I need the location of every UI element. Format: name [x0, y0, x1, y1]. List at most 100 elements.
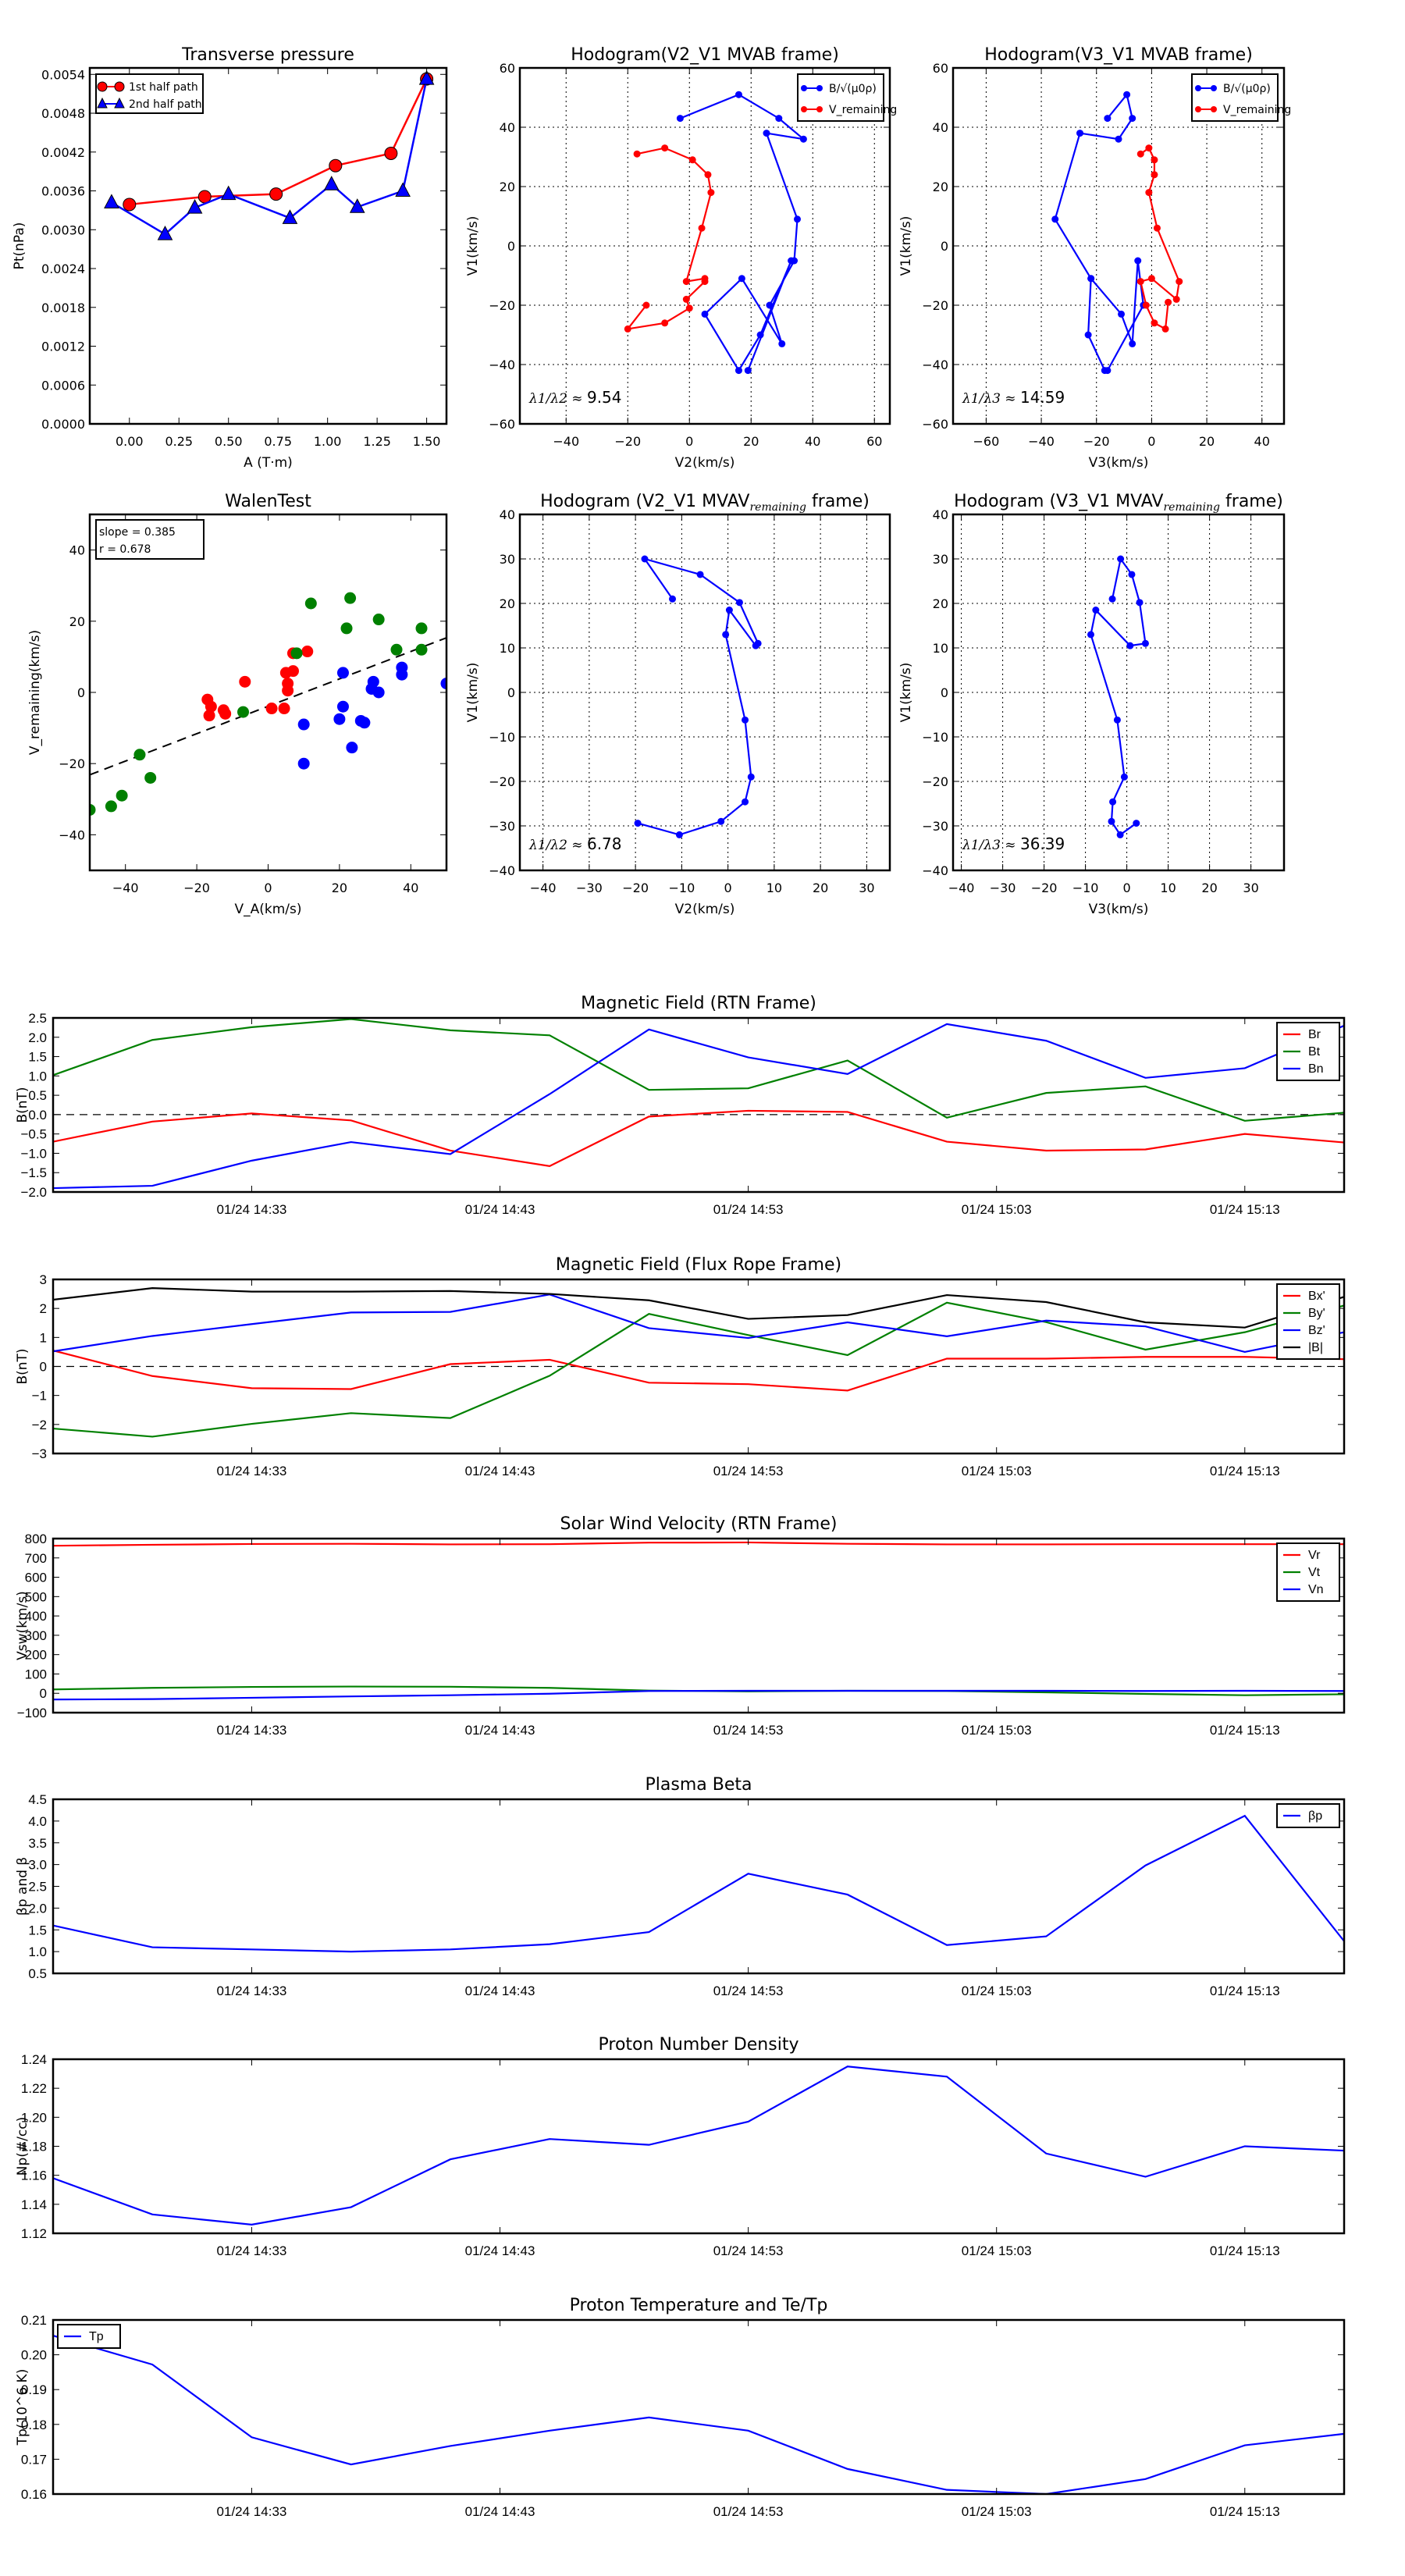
series-line-bx: [53, 1349, 1344, 1392]
x-tick-label: 10: [1160, 881, 1176, 895]
scatter-point-v2: [297, 718, 310, 731]
hodogram-point: [1145, 144, 1153, 152]
hodogram-point: [717, 817, 725, 825]
scatter-point-v1: [265, 703, 278, 715]
hodogram-point: [742, 716, 749, 724]
data-point-triangle: [323, 176, 340, 190]
time-tick-label: 01/24 14:53: [713, 1464, 784, 1478]
hodogram-point: [1145, 189, 1153, 197]
x-tick-label: 1.25: [363, 434, 391, 449]
hodogram-point: [1051, 215, 1059, 223]
y-tick-label: 2: [40, 1301, 47, 1316]
legend-label: Bt: [1308, 1045, 1321, 1059]
time-tick-label: 01/24 14:33: [217, 2243, 287, 2258]
hodogram-point: [1115, 135, 1122, 143]
x-axis-label: V2(km/s): [675, 902, 735, 917]
hodogram-point: [1108, 817, 1115, 825]
y-tick-label: 0.0018: [41, 301, 85, 315]
legend-marker: [1211, 106, 1217, 112]
legend-marker: [801, 85, 807, 91]
scatter-point-v3: [340, 622, 353, 635]
hodogram-point: [1101, 367, 1108, 375]
hodogram-point: [1113, 716, 1121, 724]
y-tick-label: −60: [489, 417, 515, 432]
y-tick-label: −1: [32, 1389, 47, 1404]
legend-label: Bx': [1308, 1290, 1325, 1303]
legend-label: B/√(μ0ρ): [1223, 83, 1271, 95]
legend-label: B/√(μ0ρ): [829, 83, 877, 95]
y-tick-label: 40: [500, 120, 515, 135]
hodogram-point: [1084, 331, 1092, 339]
y-tick-label: 0.21: [21, 2313, 47, 2328]
hodogram-point: [1087, 631, 1094, 639]
y-tick-label: −40: [489, 863, 515, 878]
hodogram-line: [1054, 92, 1144, 372]
x-tick-label: 20: [332, 881, 347, 895]
y-axis-label: B(nT): [15, 1087, 30, 1123]
time-tick-label: 01/24 14:43: [465, 1723, 535, 1738]
chart-hodogram-v2v1-mvab: Hodogram(V2_V1 MVAB frame) −60 −40 −20 0 20 40…: [465, 45, 897, 471]
legend-marker-circle: [97, 81, 108, 92]
y-tick-label: −20: [922, 298, 948, 313]
plot-area: [53, 2335, 1344, 2494]
y-tick-label: 0.16: [21, 2487, 47, 2502]
scatter-point-v3: [144, 771, 157, 784]
series-line-bn: [53, 1023, 1344, 1190]
hodogram-point: [1172, 295, 1180, 303]
chart-transverse-pressure: Transverse pressure 0.0000 0.0006 0.0012 0.0…: [12, 45, 448, 471]
y-tick-label: 0: [40, 1360, 47, 1375]
x-tick-label: 0.50: [215, 434, 243, 449]
ratio-value: 6.78: [587, 834, 622, 853]
x-tick-label: 20: [743, 434, 759, 449]
y-tick-label: 0: [941, 685, 948, 700]
y-tick-label: 800: [25, 1532, 47, 1546]
hodogram-point: [1076, 130, 1084, 137]
scatter-point-v3: [390, 643, 403, 656]
y-tick-label: 60: [933, 61, 948, 76]
x-tick-label: 20: [1199, 434, 1215, 449]
y-tick-label: −20: [489, 774, 515, 789]
y-tick-label: 3.0: [28, 1858, 47, 1873]
y-tick-label: −2: [32, 1418, 47, 1432]
hodogram-point: [707, 189, 715, 197]
hodogram-point: [1165, 298, 1172, 306]
y-tick-label: 1.0: [28, 1069, 47, 1083]
legend-marker: [801, 106, 807, 112]
hodogram-point: [1147, 275, 1155, 283]
scatter-point-v1: [205, 700, 217, 713]
scatter-point-v2: [367, 675, 379, 688]
x-tick-label: 0: [724, 881, 732, 895]
plot-area: [53, 1541, 1344, 1701]
scatter-point-v2: [358, 717, 371, 729]
series-line-b: [53, 1287, 1344, 1329]
y-tick-label: −30: [489, 819, 515, 834]
eigenvalue-ratio-annotation: λ1/λ2 ≈ 9.54: [528, 388, 622, 407]
time-tick-label: 01/24 15:13: [1210, 1723, 1280, 1738]
time-tick-label: 01/24 15:03: [962, 1464, 1032, 1478]
hodogram-point: [744, 367, 752, 375]
y-tick-label: 0.0024: [41, 262, 85, 276]
time-tick-label: 01/24 14:33: [217, 1984, 287, 1998]
time-tick-label: 01/24 15:13: [1210, 2504, 1280, 2519]
hodogram-point: [794, 215, 801, 223]
scatter-point-v3: [344, 592, 357, 604]
hodogram-point: [642, 301, 650, 309]
y-axis-label: Np(#/cc): [15, 2117, 30, 2176]
x-tick-label: 60: [866, 434, 882, 449]
legend-label: Bz': [1308, 1324, 1325, 1337]
hodogram-point: [1129, 340, 1136, 347]
legend-label: βp: [1308, 1809, 1322, 1823]
ratio-label: λ1/λ2 ≈: [528, 838, 587, 853]
y-tick-label: 0: [941, 239, 948, 254]
y-tick-label: 0: [507, 239, 515, 254]
hodogram-point: [1153, 224, 1161, 232]
legend-label: V_remaining: [829, 104, 897, 116]
legend-label: V_remaining: [1223, 104, 1291, 116]
y-tick-label: 700: [25, 1551, 47, 1566]
hodogram-point: [1136, 599, 1144, 607]
hodogram-point: [1136, 278, 1144, 286]
y-tick-label: −3: [32, 1446, 47, 1461]
y-tick-label: −1.0: [20, 1146, 47, 1161]
data-point-triangle: [104, 194, 119, 208]
chart-title: Hodogram(V2_V1 MVAB frame): [571, 45, 839, 65]
